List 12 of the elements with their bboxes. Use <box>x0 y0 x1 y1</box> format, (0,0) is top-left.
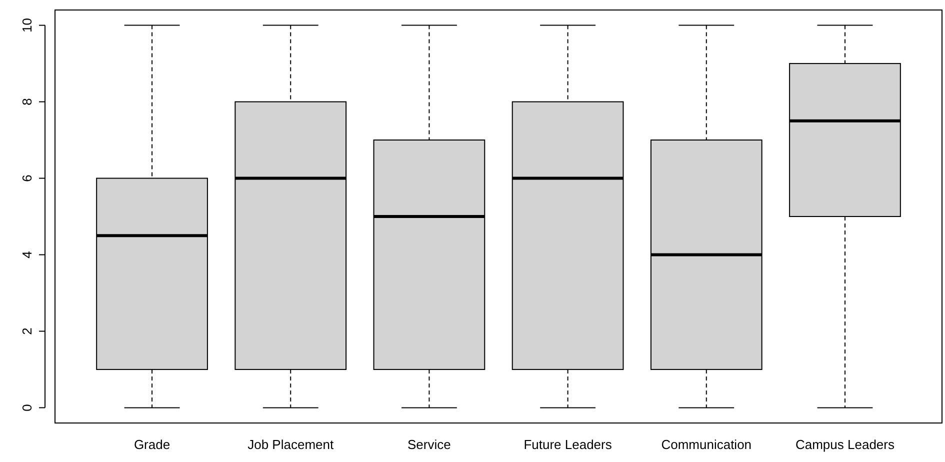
x-tick-label: Future Leaders <box>524 437 612 452</box>
x-tick-label: Service <box>408 437 451 452</box>
y-tick-label: 8 <box>20 98 34 106</box>
x-tick-label: Job Placement <box>248 437 334 452</box>
y-tick-label: 2 <box>20 328 34 335</box>
x-tick-label: Campus Leaders <box>795 437 895 452</box>
y-tick-label: 0 <box>20 404 34 412</box>
y-tick-label: 10 <box>20 18 34 33</box>
y-tick-label: 6 <box>20 174 34 182</box>
x-tick-label: Grade <box>134 437 170 452</box>
x-tick-label: Communication <box>661 437 752 452</box>
y-tick-label: 4 <box>20 251 34 258</box>
